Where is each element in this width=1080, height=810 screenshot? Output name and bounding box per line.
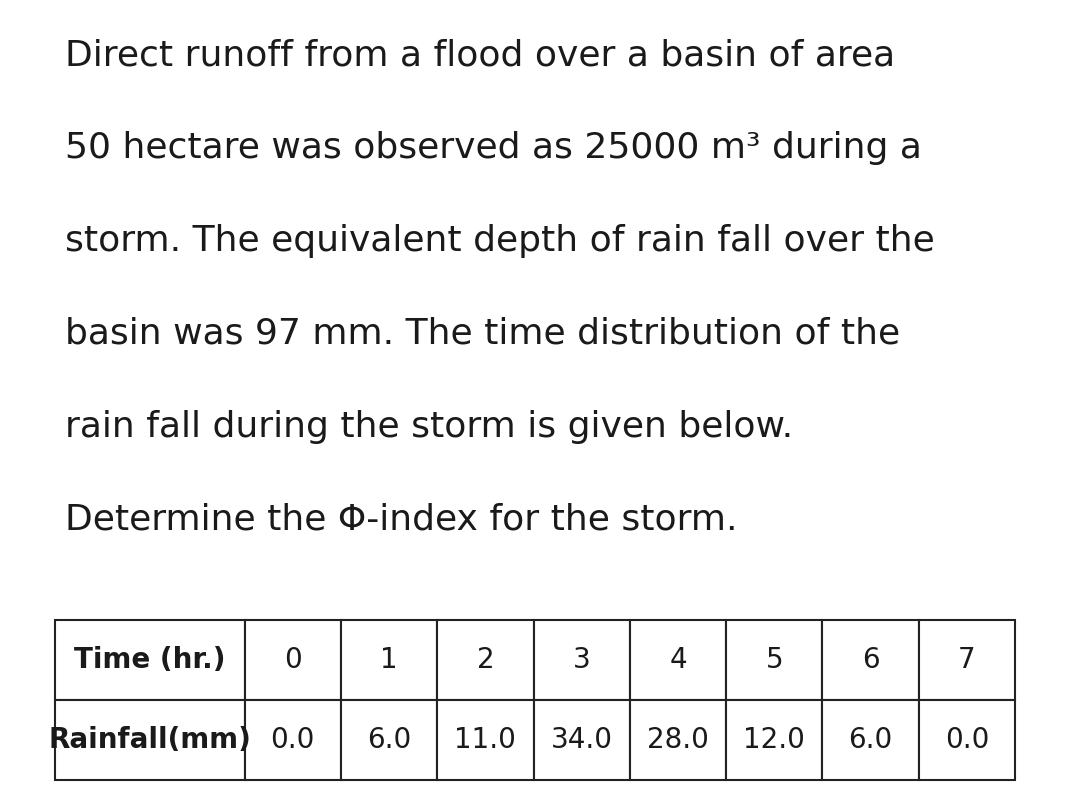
Text: Determine the Φ-index for the storm.: Determine the Φ-index for the storm. <box>65 503 738 537</box>
Text: 0.0: 0.0 <box>945 726 989 754</box>
Text: 0.0: 0.0 <box>271 726 315 754</box>
Bar <box>534 700 630 780</box>
Bar <box>630 620 726 700</box>
Text: Direct runoff from a flood over a basin of area: Direct runoff from a flood over a basin … <box>65 38 895 72</box>
Bar <box>437 700 534 780</box>
Bar <box>919 620 1015 700</box>
Text: 11.0: 11.0 <box>455 726 516 754</box>
Text: 3: 3 <box>572 646 591 674</box>
Text: 4: 4 <box>670 646 687 674</box>
Text: 7: 7 <box>958 646 975 674</box>
Bar <box>437 620 534 700</box>
Text: 50 hectare was observed as 25000 m³ during a: 50 hectare was observed as 25000 m³ duri… <box>65 131 922 165</box>
Text: Rainfall(mm): Rainfall(mm) <box>49 726 252 754</box>
Text: 0: 0 <box>284 646 301 674</box>
Text: basin was 97 mm. The time distribution of the: basin was 97 mm. The time distribution o… <box>65 317 900 351</box>
Bar <box>726 700 822 780</box>
Bar <box>55 700 245 780</box>
Bar <box>341 620 437 700</box>
Text: Time (hr.): Time (hr.) <box>75 646 226 674</box>
Text: 34.0: 34.0 <box>551 726 612 754</box>
Bar <box>245 620 341 700</box>
Bar <box>55 620 245 700</box>
Text: 6.0: 6.0 <box>367 726 411 754</box>
Text: storm. The equivalent depth of rain fall over the: storm. The equivalent depth of rain fall… <box>65 224 935 258</box>
Bar <box>822 700 919 780</box>
Text: 28.0: 28.0 <box>647 726 708 754</box>
Bar <box>245 700 341 780</box>
Text: 6: 6 <box>862 646 879 674</box>
Text: 6.0: 6.0 <box>849 726 893 754</box>
Bar <box>534 620 630 700</box>
Bar <box>341 700 437 780</box>
Text: 12.0: 12.0 <box>743 726 806 754</box>
Bar <box>822 620 919 700</box>
Text: rain fall during the storm is given below.: rain fall during the storm is given belo… <box>65 410 793 444</box>
Text: 1: 1 <box>380 646 397 674</box>
Text: 5: 5 <box>766 646 783 674</box>
Bar <box>630 700 726 780</box>
Text: 2: 2 <box>476 646 495 674</box>
Bar <box>726 620 822 700</box>
Bar <box>919 700 1015 780</box>
